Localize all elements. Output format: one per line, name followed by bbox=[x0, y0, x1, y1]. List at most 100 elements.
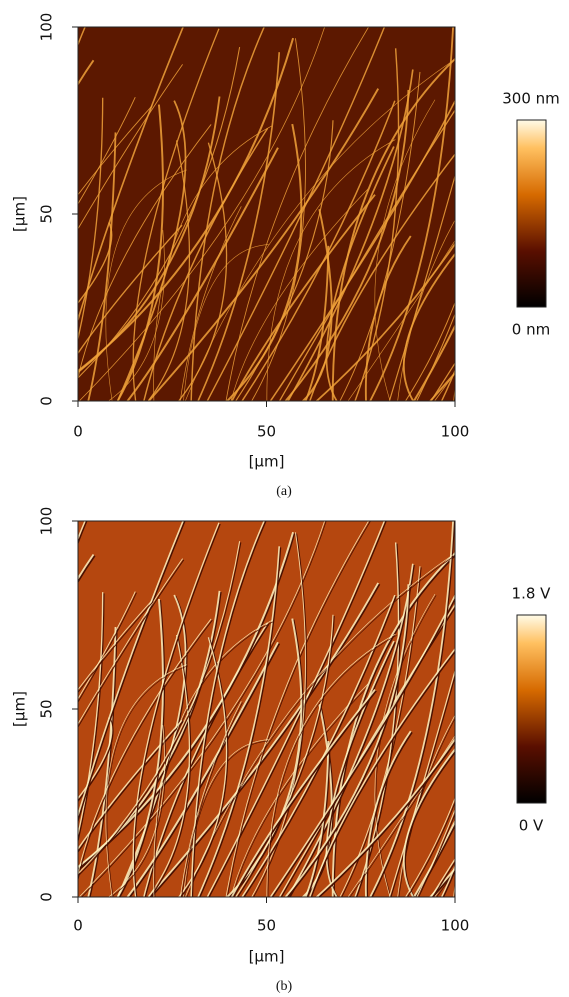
fiber bbox=[0, 123, 48, 415]
fiber bbox=[434, 371, 455, 401]
fiber bbox=[126, 147, 279, 401]
fiber-shadow bbox=[78, 591, 222, 872]
fiber-shadow bbox=[133, 523, 221, 897]
caption: (a) bbox=[276, 484, 292, 499]
fiber-shadow bbox=[149, 583, 381, 897]
fiber-shadow bbox=[271, 597, 455, 897]
fiber-shadow bbox=[78, 533, 296, 871]
fiber bbox=[78, 558, 183, 725]
fiber bbox=[331, 57, 455, 401]
fiber bbox=[315, 242, 455, 401]
image-bg bbox=[78, 27, 455, 401]
fiber bbox=[440, 864, 455, 897]
fiber bbox=[304, 245, 330, 401]
fiber bbox=[287, 563, 414, 897]
fiber-shadow bbox=[154, 621, 274, 897]
fiber bbox=[412, 323, 455, 401]
fiber bbox=[78, 46, 241, 379]
fiber bbox=[388, 668, 455, 897]
fiber-shadow bbox=[366, 731, 413, 897]
fiber bbox=[364, 235, 412, 401]
fiber bbox=[0, 725, 70, 902]
fiber bbox=[339, 71, 421, 401]
fiber bbox=[241, 100, 396, 401]
x-tick-label: 0 bbox=[73, 423, 83, 441]
fiber bbox=[0, 55, 21, 432]
fiber-shadow bbox=[149, 636, 192, 897]
fiber bbox=[107, 725, 165, 897]
fiber-shadow bbox=[375, 595, 437, 897]
fiber bbox=[78, 64, 183, 230]
fiber bbox=[397, 714, 455, 897]
x-axis-label: [µm] bbox=[249, 453, 285, 471]
fiber bbox=[269, 99, 455, 401]
fiber bbox=[0, 617, 48, 910]
fiber bbox=[197, 52, 281, 401]
fiber bbox=[416, 312, 455, 401]
colorbar bbox=[516, 119, 547, 308]
fiber-shadow bbox=[237, 615, 335, 897]
fiber-shadow bbox=[78, 592, 137, 703]
y-tick-label: 0 bbox=[38, 396, 56, 406]
fiber bbox=[153, 620, 272, 897]
fiber bbox=[78, 592, 104, 838]
fiber bbox=[0, 549, 21, 928]
fiber bbox=[78, 590, 221, 870]
fiber-shadow bbox=[286, 585, 411, 897]
y-tick-label: 100 bbox=[38, 507, 56, 536]
fiber-shadow bbox=[404, 750, 455, 897]
x-tick-label: 0 bbox=[73, 917, 83, 935]
fiber bbox=[251, 532, 306, 897]
fiber bbox=[325, 146, 395, 401]
fiber bbox=[126, 641, 279, 897]
fiber-shadow bbox=[432, 860, 455, 897]
fiber bbox=[416, 808, 455, 897]
fiber bbox=[147, 582, 380, 897]
fiber bbox=[78, 27, 184, 323]
fiber bbox=[225, 123, 303, 401]
fiber bbox=[0, 230, 70, 406]
fiber bbox=[132, 28, 220, 401]
fiber-shadow bbox=[78, 601, 154, 694]
fiber bbox=[185, 553, 455, 897]
fiber bbox=[404, 796, 455, 897]
fiber bbox=[179, 206, 242, 401]
fiber bbox=[78, 97, 104, 342]
fiber bbox=[347, 240, 455, 401]
fiber bbox=[325, 640, 395, 897]
y-axis-label: [µm] bbox=[11, 196, 29, 232]
fiber bbox=[78, 521, 325, 897]
fiber-shadow bbox=[232, 690, 377, 897]
y-tick-label: 50 bbox=[38, 204, 56, 223]
fiber bbox=[105, 169, 187, 401]
colorbar-min-label: 0 nm bbox=[512, 321, 550, 339]
fiber bbox=[230, 194, 376, 401]
fiber bbox=[315, 737, 455, 897]
x-tick-label: 50 bbox=[257, 423, 276, 441]
fiber-shadow bbox=[78, 542, 242, 877]
fiber bbox=[78, 541, 241, 875]
fiber-shadow bbox=[310, 650, 455, 897]
fiber bbox=[278, 603, 455, 897]
fiber bbox=[107, 230, 165, 401]
fiber bbox=[190, 27, 265, 401]
fiber bbox=[78, 222, 113, 304]
fiber bbox=[412, 819, 455, 897]
fiber bbox=[78, 105, 153, 196]
fiber bbox=[364, 730, 412, 897]
fiber-shadow bbox=[306, 742, 331, 897]
fiber-shadow bbox=[267, 635, 397, 897]
fiber bbox=[235, 120, 334, 401]
fiber bbox=[0, 406, 57, 907]
fiber bbox=[78, 599, 153, 691]
fiber bbox=[197, 546, 281, 897]
fiber bbox=[190, 521, 265, 897]
caption: (b) bbox=[276, 979, 293, 994]
fiber bbox=[266, 633, 396, 897]
fiber bbox=[339, 566, 421, 897]
fiber-shadow bbox=[436, 870, 455, 897]
fiber-shadow bbox=[243, 596, 397, 897]
fiber bbox=[185, 58, 455, 401]
fiber bbox=[78, 591, 136, 700]
fiber bbox=[206, 521, 386, 897]
